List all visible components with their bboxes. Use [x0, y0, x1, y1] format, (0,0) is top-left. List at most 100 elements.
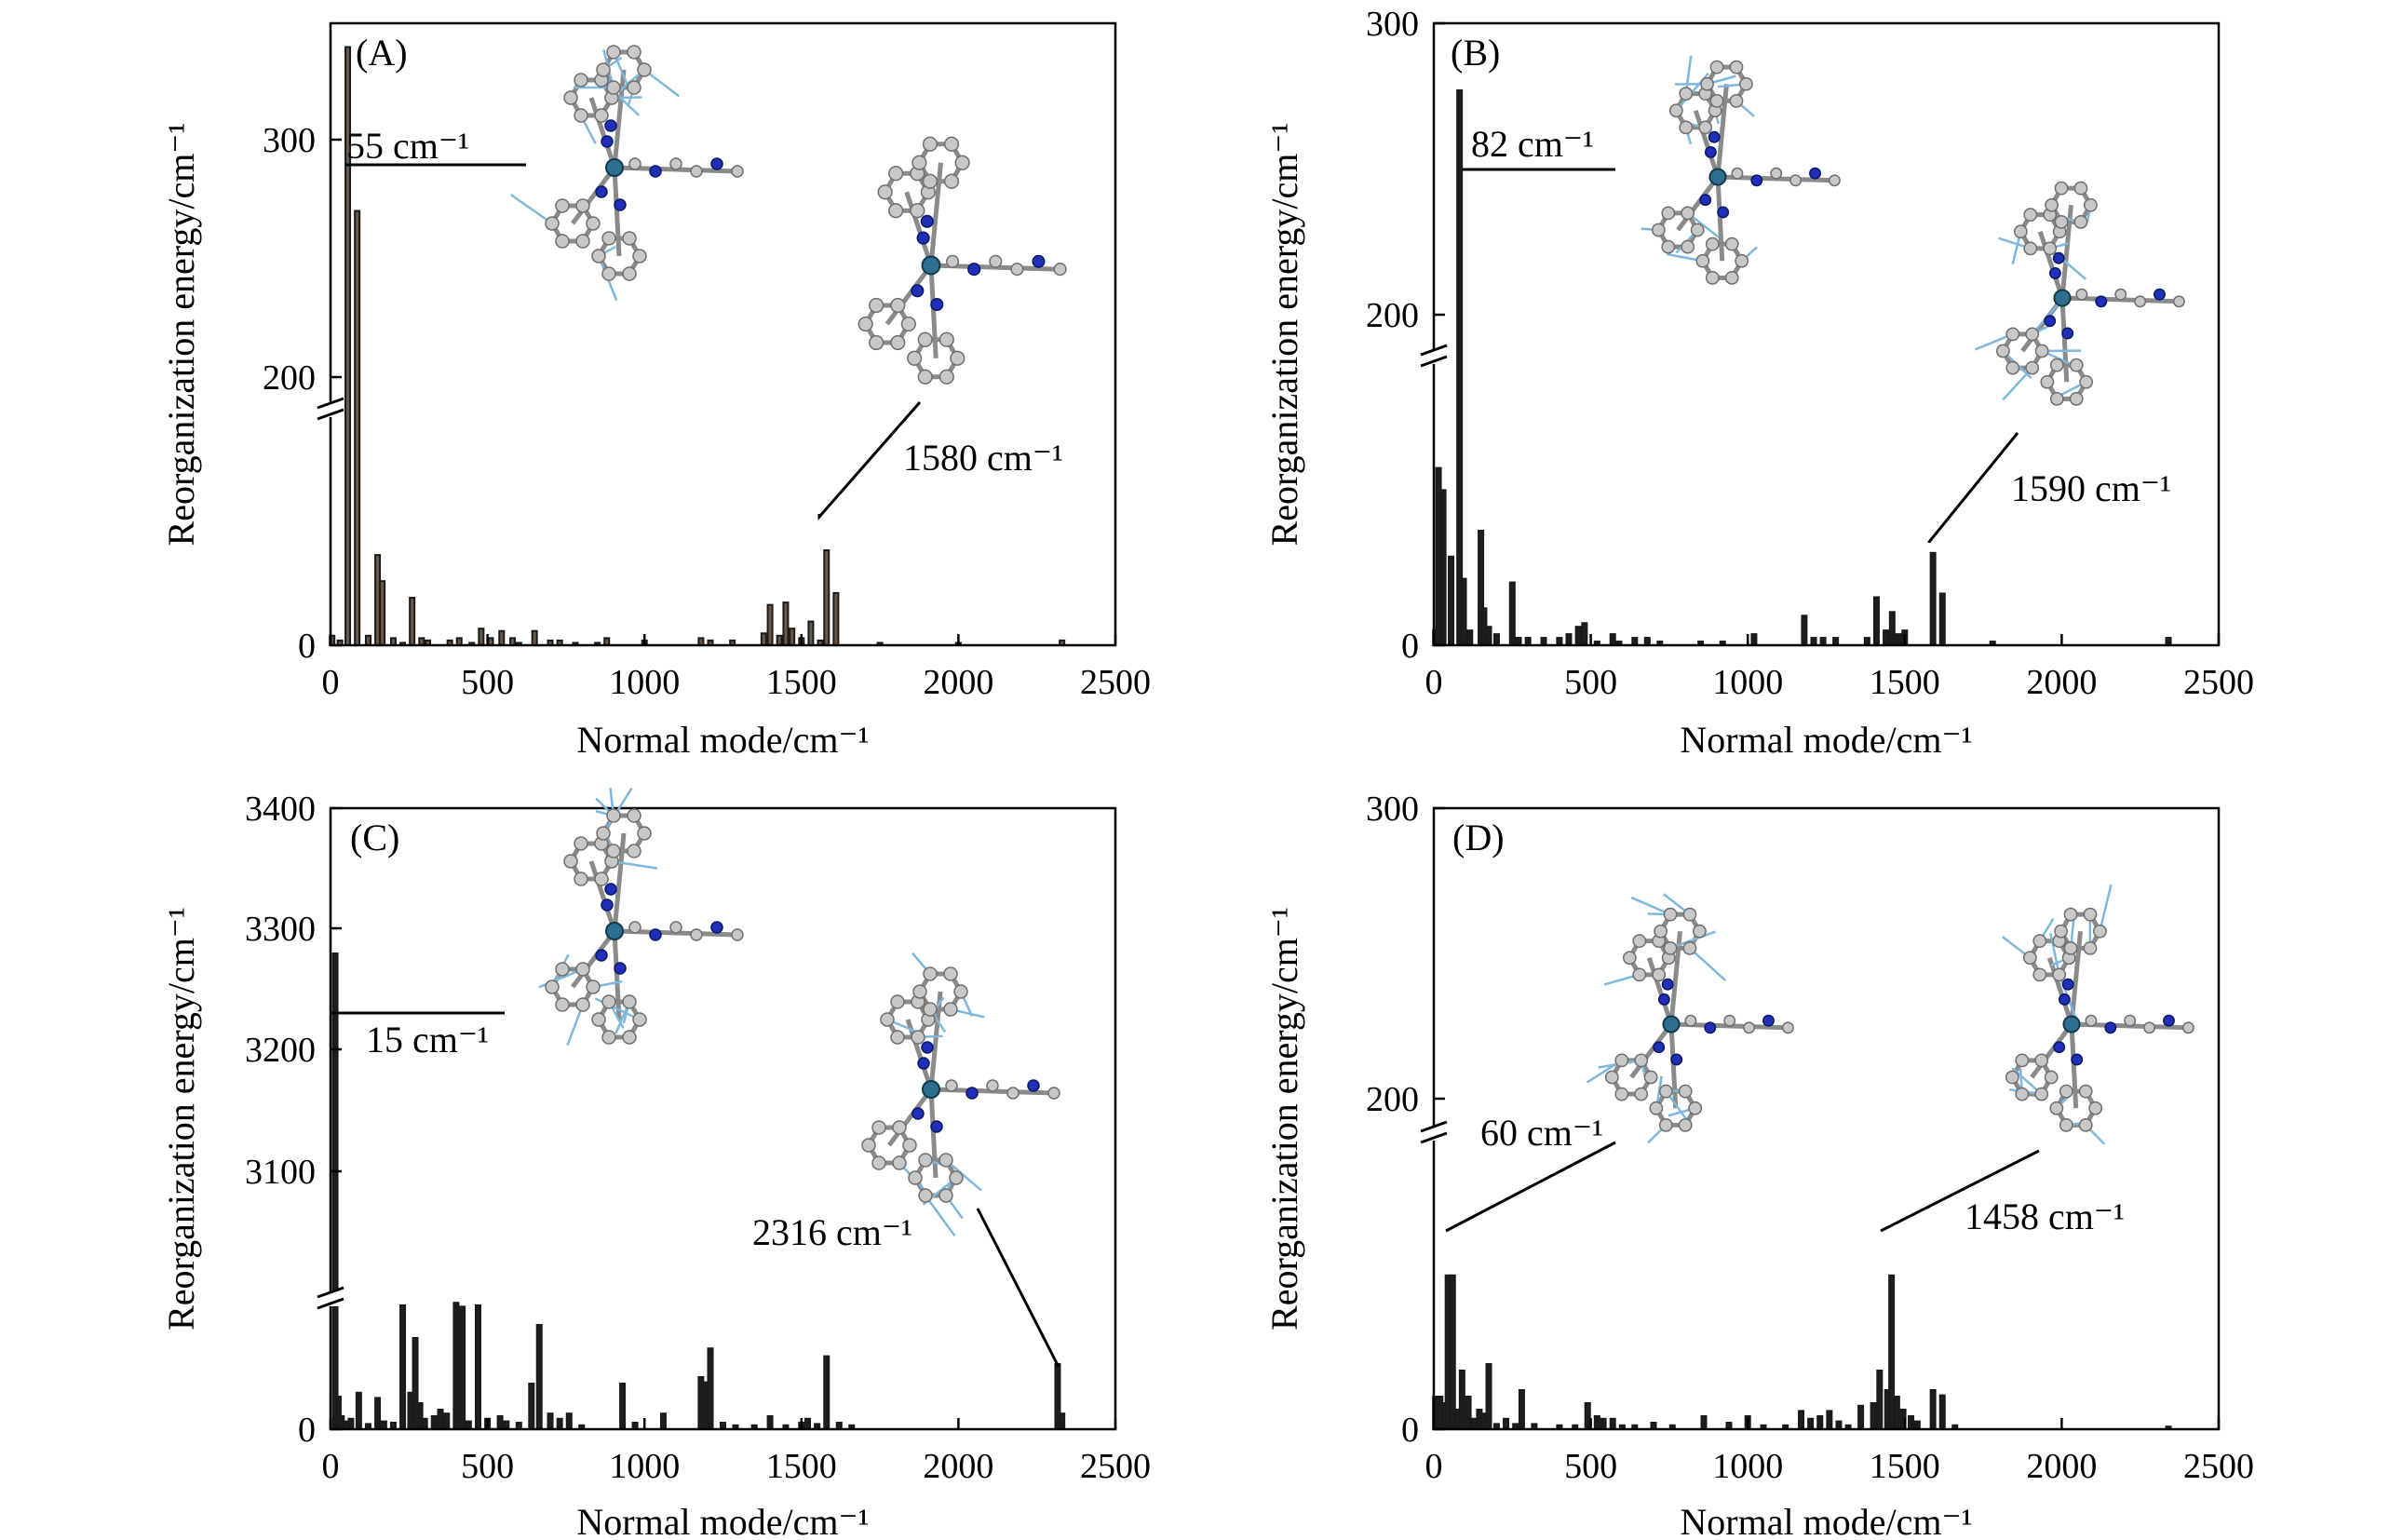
bar — [1888, 1274, 1896, 1431]
mode-annotation: 1580 cm⁻¹ — [903, 437, 1063, 479]
carbon-atom — [938, 1153, 953, 1168]
nitrogen-atom — [649, 928, 662, 941]
carbon-atom — [574, 73, 588, 88]
carbon-atom — [2032, 967, 2047, 982]
nitrogen-atom — [1027, 1079, 1040, 1092]
carbon-atom — [1705, 270, 1720, 285]
carbon-atom — [1693, 924, 1707, 939]
carbon-atom — [2063, 940, 2078, 955]
bar — [1807, 1417, 1815, 1431]
carbon-atom — [2063, 907, 2078, 922]
carbon-atom — [1729, 93, 1744, 108]
carbon-atom — [1828, 174, 1841, 187]
carbon-atom — [888, 203, 904, 219]
carbon-atom — [606, 844, 621, 858]
molecule-structure — [509, 45, 744, 302]
carbon-atom — [2040, 374, 2055, 389]
molecule-structure — [1586, 893, 1794, 1144]
carbon-atom — [731, 928, 744, 941]
bar — [1449, 1274, 1456, 1431]
displacement-vector — [2099, 884, 2113, 932]
molecule-bond — [1676, 175, 1720, 232]
bar — [807, 620, 815, 646]
carbon-atom — [2005, 1070, 2019, 1085]
bar — [1895, 633, 1902, 646]
bar — [1816, 1415, 1824, 1430]
carbon-atom — [575, 234, 590, 249]
carbon-atom — [1661, 206, 1676, 221]
carbon-atom — [922, 136, 938, 152]
plot-frame — [1432, 21, 2221, 647]
mode-annotation: 55 cm⁻¹ — [346, 125, 469, 167]
carbon-atom — [1651, 223, 1666, 237]
displacement-vector — [611, 859, 658, 870]
y-tick-label: 300 — [263, 121, 316, 160]
x-tick-label: 500 — [461, 663, 514, 702]
nitrogen-atom — [2061, 327, 2074, 340]
bar — [1826, 1410, 1833, 1431]
bar — [556, 1417, 563, 1431]
bar — [697, 1376, 705, 1430]
axis-break-mark — [1420, 344, 1448, 357]
carbon-atom — [632, 1012, 647, 1027]
carbon-atom — [857, 316, 873, 332]
carbon-atom — [1658, 1117, 1673, 1132]
carbon-atom — [2034, 1053, 2049, 1068]
carbon-atom — [2015, 1087, 2030, 1101]
nitrogen-atom — [1708, 130, 1721, 143]
carbon-atom — [1678, 1117, 1693, 1132]
carbon-atom — [622, 994, 637, 1009]
x-axis-title: Normal mode/cm⁻¹ — [576, 1501, 869, 1540]
bar — [443, 1412, 451, 1430]
x-tick-label: 1500 — [766, 663, 837, 702]
molecule-structure — [1641, 55, 1841, 285]
nitrogen-atom — [930, 297, 944, 312]
bar — [355, 1391, 362, 1431]
carbon-atom — [1010, 263, 1024, 277]
bar — [1801, 615, 1808, 646]
carbon-atom — [628, 157, 641, 170]
carbon-atom — [1705, 236, 1720, 251]
carbon-atom — [555, 198, 570, 213]
carbon-atom — [596, 62, 611, 77]
carbon-atom — [922, 173, 938, 189]
carbon-atom — [601, 231, 616, 246]
displacement-vector — [566, 1004, 585, 1046]
carbon-atom — [923, 966, 938, 981]
carbon-atom — [1709, 60, 1724, 74]
carbon-atom — [2054, 924, 2069, 939]
carbon-atom — [2078, 1117, 2093, 1132]
carbon-atom — [871, 1155, 886, 1170]
metal-atom — [921, 255, 941, 276]
carbon-atom — [2023, 241, 2038, 256]
x-tick-label: 1500 — [1870, 1447, 1940, 1486]
carbon-atom — [861, 1138, 876, 1153]
nitrogen-atom — [1653, 1041, 1666, 1054]
y-tick-label: 3400 — [245, 790, 316, 829]
bar — [1584, 1402, 1591, 1430]
carbon-atom — [2172, 295, 2185, 308]
metal-atom — [1662, 1015, 1681, 1033]
carbon-atom — [2073, 181, 2088, 196]
bar — [347, 1417, 355, 1431]
carbon-atom — [2085, 1014, 2098, 1027]
y-axis-title: Reorganization energy/cm⁻¹ — [1263, 123, 1305, 547]
axis-break-mark — [317, 397, 344, 410]
bar — [1448, 555, 1455, 646]
molecule-bond — [588, 97, 617, 169]
molecule-bond — [887, 1087, 933, 1147]
panel-label: (A) — [356, 32, 408, 74]
carbon-atom — [1663, 940, 1678, 955]
bar — [547, 1412, 554, 1430]
carbon-atom — [923, 1002, 938, 1017]
bar — [1835, 1420, 1843, 1430]
displacement-vector — [643, 69, 681, 98]
carbon-atom — [890, 1030, 905, 1045]
bar — [823, 1355, 830, 1430]
bar — [776, 634, 783, 646]
mode-annotation: 82 cm⁻¹ — [1471, 123, 1594, 165]
carbon-atom — [2032, 934, 2047, 949]
nitrogen-atom — [1699, 194, 1712, 207]
y-axis-title: Reorganization energy/cm⁻¹ — [160, 123, 202, 547]
carbon-atom — [950, 350, 965, 366]
